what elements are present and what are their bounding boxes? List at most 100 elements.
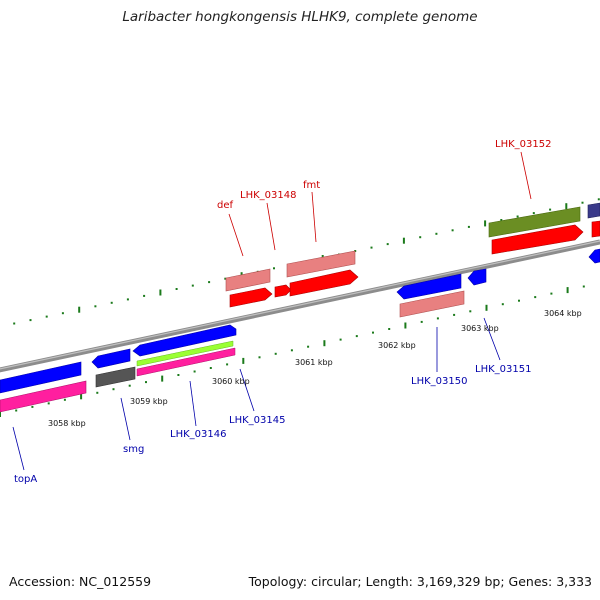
tick-major — [484, 220, 487, 227]
tick-minor — [175, 288, 178, 290]
feature-fmt — [286, 250, 356, 278]
gene-lhk-03148 — [274, 284, 292, 298]
tick-minor — [388, 328, 391, 330]
tick-major — [485, 304, 488, 311]
leader-lines — [12, 151, 532, 471]
leader-lhk-03152 — [520, 151, 532, 200]
backbone-highlight — [0, 240, 600, 370]
gene-edge-blue — [588, 248, 600, 264]
tick-minor — [143, 294, 146, 297]
tick-minor — [15, 409, 18, 412]
gene-label: smg — [123, 444, 144, 455]
ruler-label: 3060 kbp — [212, 377, 250, 386]
tick-minor — [258, 356, 261, 359]
gene-lhk-03146 — [132, 324, 237, 357]
tick-minor — [145, 381, 147, 384]
gene-label: fmt — [303, 180, 320, 191]
tick-major — [242, 357, 245, 364]
tick-major — [323, 340, 326, 347]
tick-major — [161, 375, 164, 382]
tick-major — [402, 237, 405, 244]
tick-minor — [128, 384, 131, 387]
feature-lhk-03145 — [136, 347, 236, 377]
tick-major — [80, 393, 83, 400]
tick-minor — [581, 201, 584, 204]
forward-features — [225, 202, 600, 308]
ruler-label: 3058 kbp — [48, 419, 86, 428]
tick-minor — [177, 374, 180, 376]
ruler-label: 3062 kbp — [378, 341, 416, 350]
tick-minor — [191, 284, 194, 287]
tick-minor — [453, 313, 456, 316]
gene-label: def — [217, 200, 234, 211]
tick-major — [0, 411, 1, 417]
feature-smg — [95, 366, 136, 388]
tick-minor — [224, 277, 227, 280]
tick-minor — [436, 317, 439, 320]
leader-topa — [12, 426, 25, 471]
gene-label: LHK_03151 — [475, 364, 531, 375]
tick-minor — [126, 298, 129, 301]
gene-label: topA — [14, 474, 37, 485]
tick-minor — [63, 398, 66, 401]
gene-label: LHK_03146 — [170, 429, 226, 440]
tick-minor — [518, 299, 520, 302]
tick-minor — [372, 331, 374, 334]
tick-minor — [307, 345, 310, 348]
leader-lhk-03151 — [483, 317, 501, 361]
tick-minor — [226, 363, 229, 366]
feature-navy — [587, 202, 600, 219]
gene-lhk-03152 — [491, 224, 584, 255]
genome-backbone — [0, 239, 600, 373]
feature-lhk-03150 — [399, 290, 465, 318]
topology-text: Topology: circular; Length: 3,169,329 bp… — [248, 574, 592, 589]
tick-minor — [501, 303, 504, 306]
tick-minor — [112, 388, 115, 391]
tick-minor — [209, 367, 212, 369]
tick-minor — [47, 402, 50, 405]
leader-lhk-03148 — [266, 202, 276, 251]
backbone-line — [0, 239, 600, 373]
ruler-label: 3064 kbp — [544, 309, 582, 318]
tick-minor — [516, 215, 519, 218]
feature-topa — [0, 380, 87, 413]
tick-minor — [582, 285, 585, 288]
rna-lhk-03146 — [136, 340, 234, 367]
tick-minor — [29, 319, 32, 322]
gene-label: LHK_03145 — [229, 415, 285, 426]
gene-fmt — [289, 269, 359, 297]
tick-minor — [31, 405, 34, 408]
gene-def — [229, 287, 273, 308]
gene-label: LHK_03148 — [240, 190, 296, 201]
gene-edge-red — [591, 220, 600, 238]
gene-label: LHK_03150 — [411, 376, 467, 387]
reverse-features — [0, 248, 600, 413]
tick-minor — [110, 301, 113, 304]
tick-minor — [290, 349, 293, 352]
tick-minor — [435, 232, 438, 235]
ruler-label: 3061 kbp — [295, 358, 333, 367]
gene-smg — [91, 348, 131, 369]
tick-minor — [370, 246, 373, 249]
tick-minor — [534, 296, 537, 299]
gene-labels: def LHK_03148 fmt LHK_03152 topA smg LHK… — [14, 139, 551, 485]
tick-minor — [597, 198, 600, 201]
tick-marks — [0, 198, 600, 417]
tick-major — [78, 306, 81, 313]
gene-lhk-03150 — [396, 273, 462, 300]
tick-minor — [419, 236, 422, 239]
feature-lhk-03152-olive — [488, 206, 581, 238]
leader-fmt — [311, 191, 317, 243]
tick-minor — [274, 352, 277, 355]
tick-minor — [500, 219, 503, 221]
tick-minor — [273, 267, 275, 270]
gene-label: LHK_03152 — [495, 139, 551, 150]
tick-minor — [208, 281, 211, 284]
tick-minor — [386, 243, 389, 246]
tick-major — [566, 287, 569, 294]
tick-minor — [355, 335, 358, 338]
genome-title: Laribacter hongkongensis HLHK9, complete… — [122, 9, 478, 25]
tick-minor — [96, 391, 99, 394]
tick-minor — [420, 320, 423, 323]
